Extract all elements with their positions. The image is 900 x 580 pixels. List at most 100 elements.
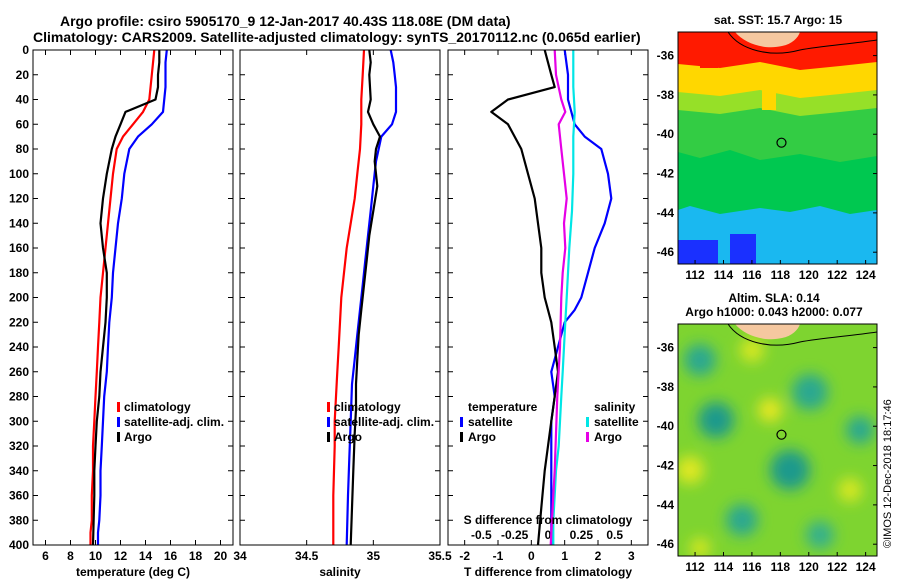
- salinity-panel: 34 34.5 35 35.5 salinity climatology satell…: [233, 49, 452, 579]
- legend-label-s-satellite: satellite: [594, 415, 639, 429]
- s-diff-tick-label: 0.25: [570, 528, 594, 542]
- lon-tick-label: 112: [685, 268, 705, 282]
- lat-tick-label: -38: [657, 88, 675, 102]
- x-tick-label: 14: [139, 549, 153, 563]
- shelf-contour: [727, 324, 877, 346]
- depth-tick-label: 300: [9, 414, 29, 428]
- sst-band-cool: [678, 148, 877, 214]
- lat-tick-label: -42: [657, 167, 675, 181]
- sla-eddy: [684, 344, 716, 376]
- temperature-legend: climatology satellite-adj. clim. Argo: [117, 400, 224, 444]
- copyright-watermark: ©IMOS 12-Dec-2018 18:17:46: [882, 399, 894, 548]
- lat-tick-label: -36: [657, 341, 675, 355]
- temperature-plot-frame: [32, 49, 234, 546]
- x-tick-label: 8: [67, 549, 74, 563]
- s-diff-tick-label: 0: [545, 528, 552, 542]
- legend-label-s-argo: Argo: [594, 430, 622, 444]
- lon-tick-label: 122: [827, 268, 847, 282]
- sla-eddy: [740, 338, 764, 362]
- sla-eddy: [758, 398, 782, 422]
- depth-tick-label: 140: [9, 216, 29, 230]
- salinity-series: [332, 50, 398, 545]
- s-diff-tick-label: -0.25: [501, 528, 529, 542]
- series-satellite-adj-clim-: [345, 50, 398, 545]
- s-difference-label: S difference from climatology: [464, 513, 633, 527]
- lat-tick-label: -46: [657, 537, 675, 551]
- depth-tick-label: 400: [9, 538, 29, 552]
- x-tick-label: -1: [493, 549, 504, 563]
- sst-warm-patch: [762, 90, 776, 110]
- lat-tick-label: -38: [657, 380, 675, 394]
- sla-eddy: [838, 478, 862, 502]
- x-tick-label: 0: [528, 549, 535, 563]
- lon-tick-label: 112: [685, 560, 705, 574]
- x-tick-label: 6: [42, 549, 49, 563]
- x-tick-label: 12: [114, 549, 128, 563]
- legend-swatch-satellite: [327, 417, 330, 427]
- t-difference-x-label: T difference from climatology: [464, 565, 632, 579]
- sla-map-subtitle: Argo h1000: 0.043 h2000: 0.077: [685, 305, 863, 319]
- difference-series: [490, 50, 613, 545]
- difference-plot-frame: [447, 49, 649, 546]
- sst-map: [678, 32, 877, 264]
- legend-heading-salinity: salinity: [594, 400, 636, 414]
- difference-panel: -2 -1 0 1 2 3-0.5 -0.25 0 0.25 0.5 S difference f…: [447, 49, 649, 579]
- sla-map-frame: [677, 323, 878, 557]
- series-s-satellite: [552, 50, 576, 545]
- sst-cold-patch: [678, 240, 718, 264]
- legend-swatch-climatology: [117, 402, 120, 412]
- lon-tick-label: 120: [799, 560, 819, 574]
- lat-tick-label: -42: [657, 459, 675, 473]
- land-mass: [735, 32, 800, 48]
- x-tick-label: 35: [367, 549, 381, 563]
- salinity-plot-frame: [239, 49, 441, 546]
- temperature-panel: 0 20 40 60 80 100 120 140 160 180 200 220 240 260 280 3…: [9, 43, 234, 579]
- depth-tick-label: 220: [9, 315, 29, 329]
- series-t-argo: [490, 50, 560, 545]
- x-tick-label: 18: [189, 549, 203, 563]
- sla-eddy: [792, 374, 828, 410]
- series-climatology: [332, 50, 366, 545]
- depth-tick-label: 180: [9, 266, 29, 280]
- legend-swatch-climatology: [327, 402, 330, 412]
- lat-tick-label: -44: [657, 206, 675, 220]
- x-tick-label: 35.5: [428, 549, 452, 563]
- sla-eddy: [770, 450, 810, 490]
- difference-axis-ticks: -2 -1 0 1 2 3-0.5 -0.25 0 0.25 0.5: [448, 49, 648, 563]
- difference-legend-salinity: salinity satellite Argo: [586, 400, 639, 444]
- depth-tick-label: 80: [16, 142, 30, 156]
- salinity-x-label: salinity: [319, 565, 361, 579]
- sla-map: [678, 324, 877, 556]
- legend-swatch-s-satellite: [586, 417, 589, 427]
- temperature-axis-ticks: 0 20 40 60 80 100 120 140 160 180 200 220 240 260 280 3…: [9, 43, 233, 563]
- depth-tick-label: 340: [9, 464, 29, 478]
- sla-eddy: [726, 504, 758, 536]
- x-tick-label: 34.5: [295, 549, 319, 563]
- sst-band-hottest: [678, 32, 877, 70]
- salinity-axis-ticks: 34 34.5 35 35.5: [233, 49, 452, 563]
- sst-band-hot: [678, 60, 877, 98]
- sla-eddy: [698, 402, 734, 438]
- depth-tick-label: 260: [9, 365, 29, 379]
- x-tick-label: 2: [595, 549, 602, 563]
- depth-tick-label: 20: [16, 68, 30, 82]
- series-satellite-adj-clim-: [96, 50, 168, 545]
- lon-tick-label: 118: [771, 560, 791, 574]
- sla-map-ticks: 112 114 116 118 120 122 124 -36 -38 -40 -42 -44 -46: [657, 341, 877, 574]
- lat-tick-label: -40: [657, 127, 675, 141]
- lon-tick-label: 122: [827, 560, 847, 574]
- legend-heading-temperature: temperature: [468, 400, 538, 414]
- depth-tick-label: 160: [9, 241, 29, 255]
- argo-location-marker: [776, 429, 787, 440]
- legend-label-argo: Argo: [334, 430, 362, 444]
- lat-tick-label: -40: [657, 419, 675, 433]
- argo-location-marker: [776, 137, 787, 148]
- salinity-legend: climatology satellite-adj. clim. Argo: [327, 400, 434, 444]
- lon-tick-label: 124: [856, 560, 876, 574]
- legend-swatch-argo: [117, 432, 120, 442]
- legend-swatch-argo: [327, 432, 330, 442]
- lat-tick-label: -46: [657, 245, 675, 259]
- sla-eddy: [678, 456, 704, 484]
- legend-swatch-t-satellite: [460, 417, 463, 427]
